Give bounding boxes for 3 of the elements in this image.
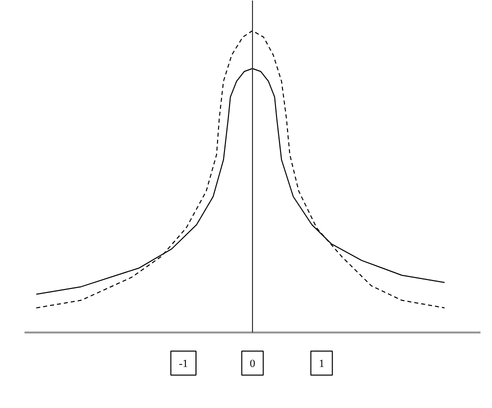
x-tick-label: -1 [178,358,188,370]
x-tick-label: 1 [318,358,324,370]
x-tick-label: 0 [250,358,256,370]
